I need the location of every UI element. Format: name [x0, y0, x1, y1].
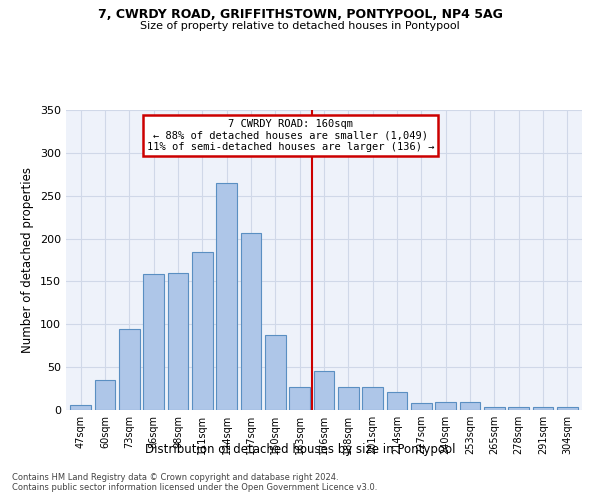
- Bar: [411, 403, 432, 410]
- Bar: [338, 387, 359, 410]
- Text: Contains HM Land Registry data © Crown copyright and database right 2024.: Contains HM Land Registry data © Crown c…: [12, 472, 338, 482]
- Bar: [143, 274, 164, 410]
- Bar: [533, 406, 553, 410]
- Text: Size of property relative to detached houses in Pontypool: Size of property relative to detached ho…: [140, 21, 460, 31]
- Bar: [216, 183, 237, 410]
- Text: 7, CWRDY ROAD, GRIFFITHSTOWN, PONTYPOOL, NP4 5AG: 7, CWRDY ROAD, GRIFFITHSTOWN, PONTYPOOL,…: [98, 8, 502, 20]
- Text: 7 CWRDY ROAD: 160sqm
← 88% of detached houses are smaller (1,049)
11% of semi-de: 7 CWRDY ROAD: 160sqm ← 88% of detached h…: [147, 119, 434, 152]
- Bar: [192, 252, 212, 410]
- Bar: [119, 330, 140, 410]
- Bar: [557, 406, 578, 410]
- Text: Distribution of detached houses by size in Pontypool: Distribution of detached houses by size …: [145, 442, 455, 456]
- Bar: [70, 405, 91, 410]
- Bar: [436, 402, 456, 410]
- Bar: [314, 370, 334, 410]
- Bar: [386, 392, 407, 410]
- Bar: [265, 334, 286, 410]
- Bar: [460, 402, 481, 410]
- Bar: [167, 273, 188, 410]
- Bar: [241, 234, 262, 410]
- Bar: [362, 387, 383, 410]
- Bar: [508, 406, 529, 410]
- Bar: [484, 406, 505, 410]
- Bar: [289, 387, 310, 410]
- Bar: [95, 380, 115, 410]
- Text: Contains public sector information licensed under the Open Government Licence v3: Contains public sector information licen…: [12, 484, 377, 492]
- Y-axis label: Number of detached properties: Number of detached properties: [22, 167, 34, 353]
